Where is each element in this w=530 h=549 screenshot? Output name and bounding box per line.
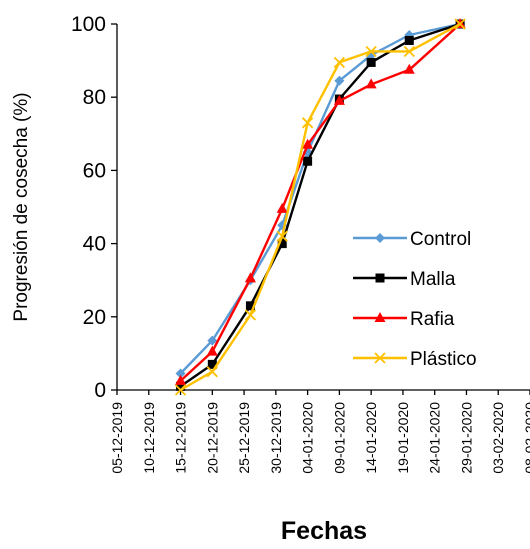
data-point xyxy=(302,138,314,149)
series-rafia xyxy=(175,18,466,385)
data-point xyxy=(403,63,415,74)
x-tick-label: 05-12-2019 xyxy=(109,402,125,474)
legend-label: Control xyxy=(410,229,471,250)
data-point xyxy=(206,366,218,378)
series-malla xyxy=(176,19,465,391)
data-point xyxy=(366,57,376,67)
x-axis-title: Fechas xyxy=(281,517,367,545)
y-tick-label: 100 xyxy=(71,13,106,36)
data-point xyxy=(276,202,288,213)
x-tick-label: 04-01-2020 xyxy=(300,402,316,474)
data-point xyxy=(454,18,466,30)
data-point xyxy=(175,374,187,385)
series-layer xyxy=(174,18,466,396)
data-point xyxy=(176,381,186,391)
data-point xyxy=(206,345,218,356)
y-axis-title: Progresión de cosecha (%) xyxy=(11,92,32,321)
data-point xyxy=(276,230,288,242)
data-point xyxy=(175,368,186,379)
y-tick-label: 80 xyxy=(83,86,106,109)
x-tick-label: 09-01-2020 xyxy=(331,402,347,474)
series-line xyxy=(179,22,461,392)
data-point xyxy=(244,272,256,283)
legend-label: Rafia xyxy=(410,309,455,330)
legend-item-malla: Malla xyxy=(353,269,456,290)
legend-label: Plástico xyxy=(410,349,477,370)
legend: Control Malla Rafia Plástico xyxy=(353,229,477,370)
y-tick-label: 60 xyxy=(83,159,106,182)
data-point xyxy=(244,309,257,321)
data-point xyxy=(374,312,386,322)
x-tick-label: 15-12-2019 xyxy=(173,402,189,474)
legend-item-rafia: Rafia xyxy=(353,309,455,330)
data-point xyxy=(207,359,217,369)
data-point xyxy=(365,45,377,58)
x-tick-label: 20-12-2019 xyxy=(204,402,220,474)
x-tick-label: 24-01-2020 xyxy=(427,402,443,474)
data-point xyxy=(333,56,346,69)
data-point xyxy=(403,45,415,58)
x-tick-label: 30-12-2019 xyxy=(268,402,284,474)
data-point xyxy=(365,78,377,89)
data-point xyxy=(207,335,218,346)
data-point xyxy=(404,35,414,45)
data-point xyxy=(333,94,345,105)
x-tick-label: 25-12-2019 xyxy=(236,402,252,474)
x-tick-label: 08-02-2020 xyxy=(522,402,530,474)
data-point xyxy=(245,301,255,311)
y-tick-label: 20 xyxy=(83,306,106,329)
y-tick-label: 0 xyxy=(94,379,106,402)
data-point xyxy=(334,75,345,86)
x-tick-label: 10-12-2019 xyxy=(141,402,157,474)
x-tick-label: 14-01-2020 xyxy=(363,402,379,474)
data-point xyxy=(174,384,187,396)
data-point xyxy=(375,273,385,283)
legend-label: Malla xyxy=(410,269,456,290)
data-point xyxy=(374,352,386,364)
data-point xyxy=(277,239,287,249)
legend-item-plastico: Plástico xyxy=(353,349,477,370)
x-tick-label: 29-01-2020 xyxy=(458,402,474,474)
data-point xyxy=(301,117,314,129)
axes: 0 20 40 60 80 100 05-12-2019 10-12-2019 15-12-20… xyxy=(71,13,530,474)
data-point xyxy=(303,156,313,166)
x-tick-label: 19-01-2020 xyxy=(395,402,411,474)
data-point xyxy=(375,233,385,243)
y-tick-label: 40 xyxy=(83,233,106,256)
series-plastico xyxy=(174,18,466,396)
x-tick-label: 03-02-2020 xyxy=(490,402,506,474)
legend-item-control: Control xyxy=(353,229,471,250)
